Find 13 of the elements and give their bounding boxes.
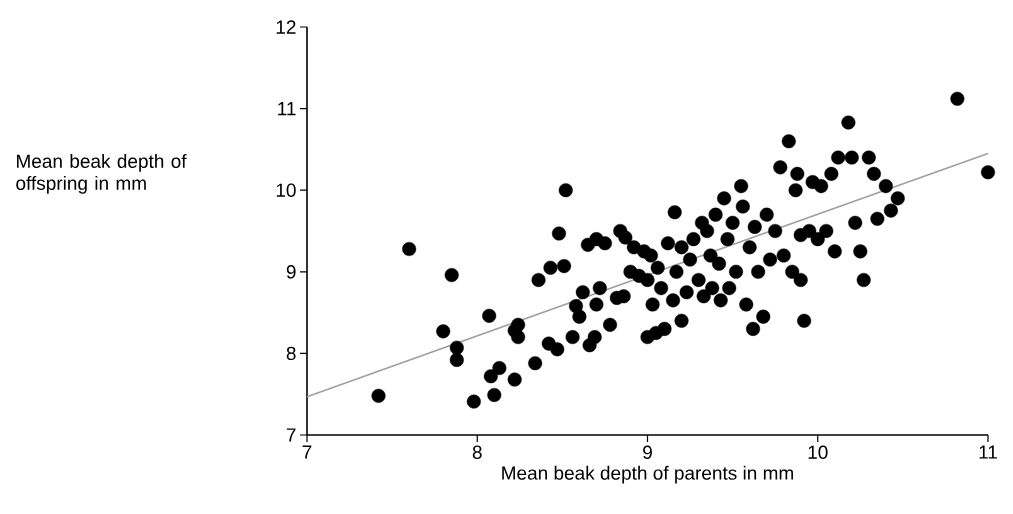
x-axis-title: Mean beak depth of parents in mm [502,465,793,484]
y-tick-label: 7 [286,428,296,442]
y-tick-label: 11 [278,102,296,116]
y-axis-title: Mean beak depth of offspring in mm [16,154,187,194]
y-tick-label: 8 [286,346,296,361]
x-tick-label: 9 [643,445,652,459]
x-tick-label: 10 [808,445,828,459]
y-tick-label: 12 [276,20,296,34]
x-tick-label: 7 [302,445,312,459]
x-tick-label: 8 [472,445,482,459]
y-tick-label: 9 [286,265,296,279]
x-tick-label: 11 [979,445,997,459]
y-tick-label: 10 [276,183,296,197]
